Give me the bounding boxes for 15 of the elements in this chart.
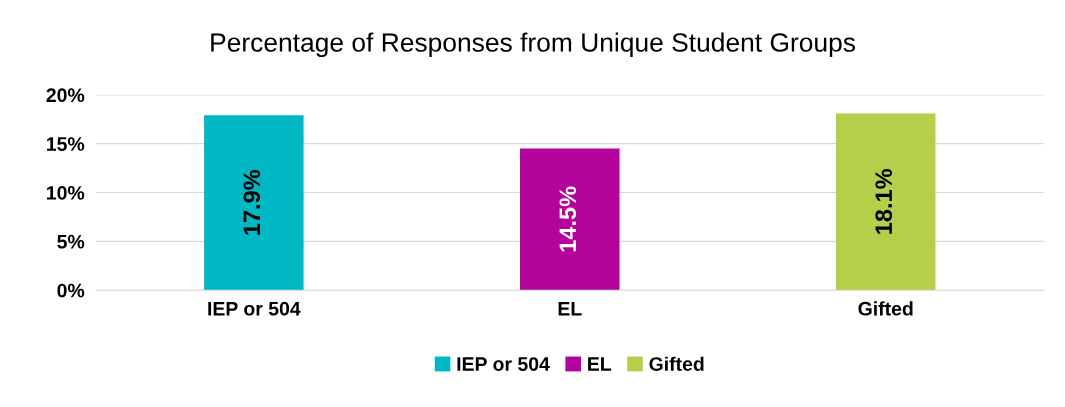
- data-label: 14.5%: [559, 186, 577, 252]
- legend-label: Gifted: [649, 356, 704, 371]
- x-tick-label: IEP or 504: [208, 301, 301, 316]
- x-tick-label: Gifted: [858, 301, 913, 316]
- y-tick-label: 5%: [57, 234, 85, 249]
- y-tick-label: 10%: [47, 185, 85, 200]
- data-label: 17.9%: [243, 169, 261, 235]
- chart-title: Percentage of Responses from Unique Student Groups: [211, 32, 856, 58]
- y-tick-label: 20%: [46, 88, 85, 103]
- data-label: 18.1%: [875, 168, 893, 234]
- legend-label: IEP or 504: [457, 357, 550, 371]
- legend-label: EL: [588, 357, 612, 371]
- y-tick-label: 0%: [57, 283, 85, 298]
- y-tick-label: 15%: [47, 137, 85, 151]
- x-tick-label: EL: [558, 302, 582, 316]
